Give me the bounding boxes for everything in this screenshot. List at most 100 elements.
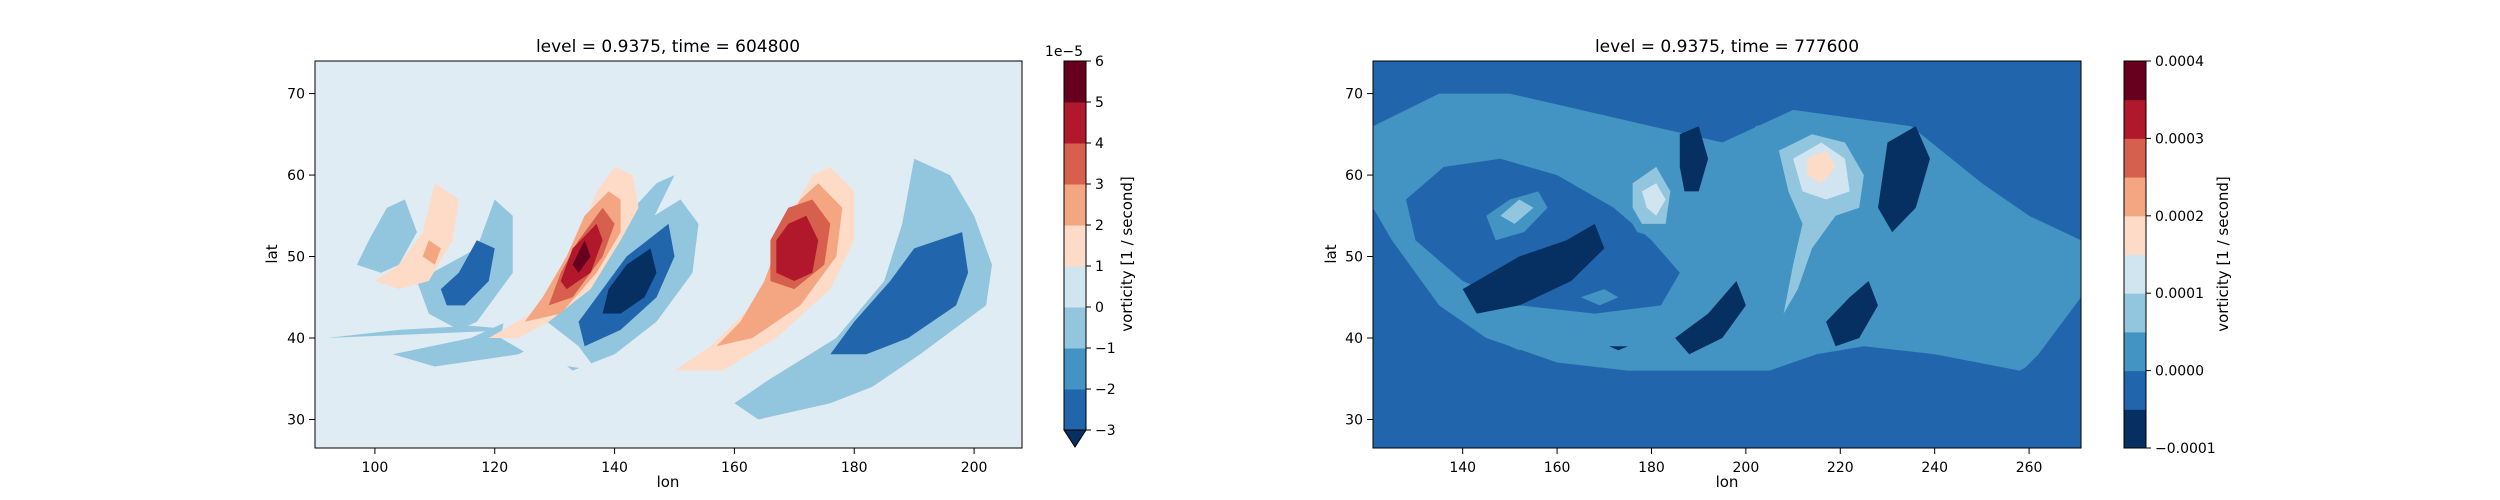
colorbar-extend-triangle — [1063, 429, 1087, 448]
x-tick-label: 180 — [1638, 460, 1665, 476]
colorbar-tick-label: 0.0002 — [2155, 209, 2204, 225]
x-tick-label: 140 — [601, 460, 628, 476]
x-tick-label: 220 — [1827, 460, 1854, 476]
contour-region-2 — [327, 325, 519, 338]
colorbar-tick-label: −3 — [1095, 423, 1116, 439]
colorbar-tick-label: −0.0001 — [2155, 441, 2216, 457]
contour-region-14 — [1679, 126, 1709, 192]
contour-region-6 — [440, 240, 495, 306]
y-axis-right: 30 40 50 60 70 — [1345, 87, 1373, 428]
contour-region-1 — [1406, 158, 1680, 314]
colorbar-segment — [2124, 331, 2146, 372]
contour-region-18 — [1580, 289, 1619, 306]
colorbar-tick-label: −2 — [1095, 382, 1116, 398]
colorbar-segment — [2124, 215, 2146, 255]
x-axis-label-left: lon — [657, 473, 680, 491]
contour-region-21 — [1609, 346, 1628, 351]
x-tick-label: 140 — [1449, 460, 1476, 476]
colorbar-tick-label: −1 — [1095, 341, 1116, 357]
x-tick-label: 120 — [481, 460, 508, 476]
panel-right: level = 0.9375, time = 777600 140 160 180 2… — [1322, 37, 2082, 491]
colorbar-segment — [1064, 266, 1086, 308]
colorbar-segment — [1064, 143, 1086, 185]
colorbar-tick-label: 0.0004 — [2155, 54, 2204, 70]
plot-title-left: level = 0.9375, time = 604800 — [536, 37, 800, 57]
y-tick-label: 70 — [1345, 87, 1363, 103]
colorbar-tick-label: 4 — [1095, 136, 1104, 152]
contour-region-15 — [1878, 126, 1930, 233]
x-axis-left: 100 120 140 160 180 200 — [362, 448, 988, 476]
colorbar-tick-label: 6 — [1095, 54, 1104, 70]
plot-frame-left — [314, 60, 1023, 449]
contour-region-11 — [374, 183, 459, 290]
x-axis-right: 140 160 180 200 220 240 260 — [1449, 448, 2042, 476]
contour-region-0 — [734, 158, 992, 420]
colorbar-label-right: vorticity [1 / second] — [2214, 176, 2232, 332]
x-tick-label: 200 — [961, 460, 988, 476]
y-axis-label-left: lat — [263, 244, 281, 263]
contour-layer-right — [1373, 93, 2081, 448]
contour-region-19 — [1509, 342, 1529, 351]
y-tick-label: 60 — [1345, 168, 1363, 184]
colorbar-segment — [1064, 348, 1086, 390]
colorbar-left: −3 −2 −1 0 1 2 3 4 5 6 1e−5 vorticity [1 / second… — [1045, 44, 1136, 448]
x-tick-label: 240 — [1921, 460, 1948, 476]
plot-frame-right — [1372, 60, 2082, 449]
colorbar-segment — [2124, 177, 2146, 217]
contour-region-4 — [830, 232, 969, 355]
contour-region-9 — [602, 248, 657, 314]
y-tick-label: 70 — [287, 87, 305, 103]
contour-region-8 — [1642, 183, 1666, 216]
colorbar-segment — [2124, 99, 2146, 139]
colorbar-frame — [2123, 60, 2147, 449]
contour-region-5 — [1500, 199, 1534, 224]
colorbar-tick-label: 0.0003 — [2155, 131, 2204, 147]
contour-region-16 — [1675, 281, 1746, 355]
colorbar-segment — [2124, 293, 2146, 333]
colorbar-segment — [1064, 102, 1086, 144]
y-tick-label: 50 — [287, 250, 305, 266]
x-tick-label: 160 — [1544, 460, 1571, 476]
colorbar-segment — [1064, 389, 1086, 431]
y-tick-label: 40 — [1345, 331, 1363, 347]
colorbar-tick-label: 0.0000 — [2155, 364, 2204, 380]
y-tick-label: 30 — [1345, 412, 1363, 428]
x-tick-label: 160 — [721, 460, 748, 476]
contour-region-3 — [1373, 362, 1558, 448]
contour-region-10 — [500, 272, 597, 371]
colorbar-frame — [1063, 60, 1087, 430]
y-axis-label-right: lat — [1322, 244, 1340, 263]
colorbar-offset-text: 1e−5 — [1045, 44, 1083, 60]
colorbar-tick-label: 0.0001 — [2155, 286, 2204, 302]
colorbar-tick-label: 5 — [1095, 95, 1104, 111]
colorbar-segment — [2124, 61, 2146, 101]
colorbar-tick-label: 2 — [1095, 218, 1104, 234]
colorbar-segment — [1064, 225, 1086, 267]
colorbar-segment — [2124, 254, 2146, 294]
contour-layer-left — [327, 158, 992, 420]
colorbar-tick-label: 1 — [1095, 259, 1104, 275]
colorbar-right: −0.0001 0.0000 0.0001 0.0002 0.0003 0.0004 vo… — [2123, 54, 2232, 457]
y-axis-left: 30 40 50 60 70 — [287, 87, 315, 428]
colorbar-segment — [1064, 307, 1086, 349]
colorbar-segment — [2124, 370, 2146, 410]
colorbar-label-left: vorticity [1 / second] — [1118, 176, 1136, 332]
x-tick-label: 200 — [1733, 460, 1760, 476]
contour-region-2 — [1944, 297, 2081, 448]
x-tick-label: 100 — [362, 460, 389, 476]
colorbar-segment — [1064, 184, 1086, 226]
y-tick-label: 40 — [287, 331, 305, 347]
x-tick-label: 180 — [841, 460, 868, 476]
x-axis-label-right: lon — [1716, 473, 1739, 491]
contour-region-13 — [1462, 223, 1605, 314]
plot-title-right: level = 0.9375, time = 777600 — [1595, 37, 1859, 57]
x-tick-label: 260 — [2016, 460, 2043, 476]
colorbar-segment — [1064, 61, 1086, 103]
y-tick-label: 30 — [287, 412, 305, 428]
colorbar-tick-label: 3 — [1095, 177, 1104, 193]
contour-region-12 — [422, 240, 441, 265]
contour-region-21 — [776, 215, 819, 281]
colorbar-segment — [2124, 138, 2146, 178]
contour-region-17 — [1826, 281, 1878, 347]
